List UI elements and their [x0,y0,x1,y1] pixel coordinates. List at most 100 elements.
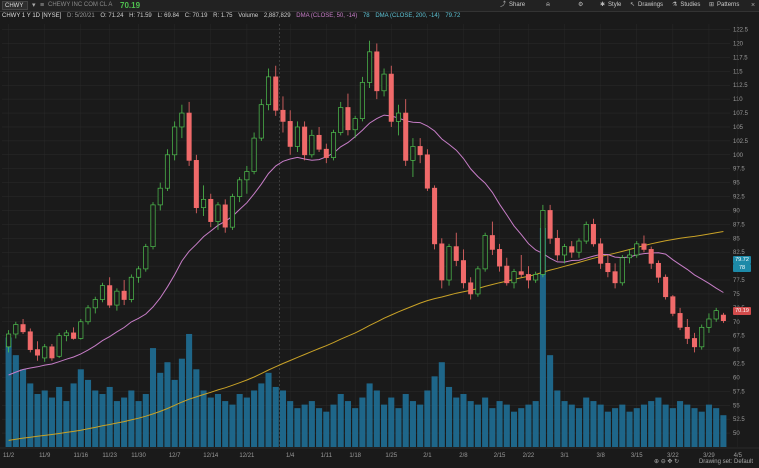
candle [374,43,380,100]
candle [136,266,142,283]
volume-bar [20,369,27,447]
candle [670,295,676,317]
candle-body [525,274,531,281]
volume-bar [164,362,171,447]
volume-bar [41,390,48,447]
candle-body [684,326,690,339]
style-button[interactable]: ✱ Style [600,2,622,8]
reset-icon[interactable]: ↻ [674,459,680,465]
x-tick-label: 2/8 [459,453,468,459]
x-tick-label: 1/25 [385,453,397,459]
volume-bar [532,401,539,447]
candle [49,344,55,361]
candle-body [71,332,77,339]
patterns-button[interactable]: ⊞ Patterns [709,2,740,8]
volume-bar [366,383,373,447]
x-tick-label: 4/5 [734,453,743,459]
share-button[interactable]: ⤴ Share [500,2,526,8]
candle [287,110,293,155]
volume-bar [655,397,662,447]
volume-bar [251,390,258,447]
candle [511,268,517,289]
candle-body [99,285,105,300]
candle-body [605,262,611,273]
candle [6,330,12,353]
candle-body [720,314,726,322]
zoom-in-icon[interactable]: ⊕ [654,459,660,465]
y-tick-label: 77.5 [733,278,745,284]
candle [78,318,84,340]
candle [677,307,683,331]
volume-bar [698,411,705,447]
candle-body [410,146,416,161]
candle-body [186,112,192,161]
pan-icon[interactable]: ✥ [667,459,673,465]
candle [359,76,365,122]
drawings-button[interactable]: ↖ Drawings [630,2,664,8]
candle-body [150,204,156,247]
close-icon[interactable]: × [751,2,756,9]
link-icon[interactable]: ≡ [40,2,45,9]
candle-body [388,73,394,122]
candle [576,238,582,258]
symbol-input[interactable]: CHWY [2,1,28,10]
volume-bar [27,383,34,447]
dma50-label: DMA (CLOSE, 50, -14) [296,13,358,19]
settings-button[interactable]: ⚙ [578,1,586,10]
open-label: O: 71.24 [100,13,124,19]
candle [720,312,726,323]
dropdown-icon[interactable]: ▾ [32,2,36,9]
candle [85,305,91,325]
volume-bar [77,369,84,447]
volume-bar [424,390,431,447]
candle [489,221,495,255]
candle-body [345,107,351,131]
candle-body [367,51,373,83]
candle-body [107,285,113,306]
volume-bar [554,390,561,447]
studies-button[interactable]: ⚗ Studies [672,2,701,8]
candle [403,99,409,166]
candle-body [518,271,524,275]
company-name: CHEWY INC COM CL A [48,2,113,8]
candle [157,182,163,211]
candle-body [229,196,235,228]
candle-body [562,246,568,256]
volume-bar [388,397,395,447]
y-tick-label: 67.5 [733,334,745,340]
volume-bar [128,390,135,447]
x-tick-label: 2/22 [523,453,535,459]
y-tick-label: 52.5 [733,417,745,423]
volume-bar [402,394,409,447]
candle-body [648,249,654,264]
dma50-value: 78 [362,13,370,19]
x-tick-label: 3/15 [631,453,643,459]
candle-body [677,313,683,328]
candle [71,327,77,340]
volume-bar [236,394,243,447]
zoom-controls[interactable]: ⊕ ⊖ ✥ ↻ [654,458,679,465]
candle [179,104,185,139]
volume-bar [619,404,626,447]
candle [619,254,625,286]
candle [475,266,481,297]
candle-body [222,204,228,228]
candle-body [583,224,589,242]
alert-button[interactable]: ⍾ [546,1,553,10]
volume-bar [265,372,272,447]
volume-bar [503,404,510,447]
candle-body [179,112,185,128]
y-tick-label: 110 [733,97,743,103]
zoom-out-icon[interactable]: ⊖ [660,459,666,465]
candle [273,65,279,116]
candle-body [164,154,170,189]
y-tick-label: 97.5 [733,167,745,173]
candle [634,241,640,258]
last-price: 70.19 [120,1,141,10]
candle-body [294,126,300,147]
security-label: CHWY 1 Y 1D [NYSE] [2,13,62,19]
volume-bar [381,404,388,447]
candle [432,185,438,250]
candle [706,313,712,333]
